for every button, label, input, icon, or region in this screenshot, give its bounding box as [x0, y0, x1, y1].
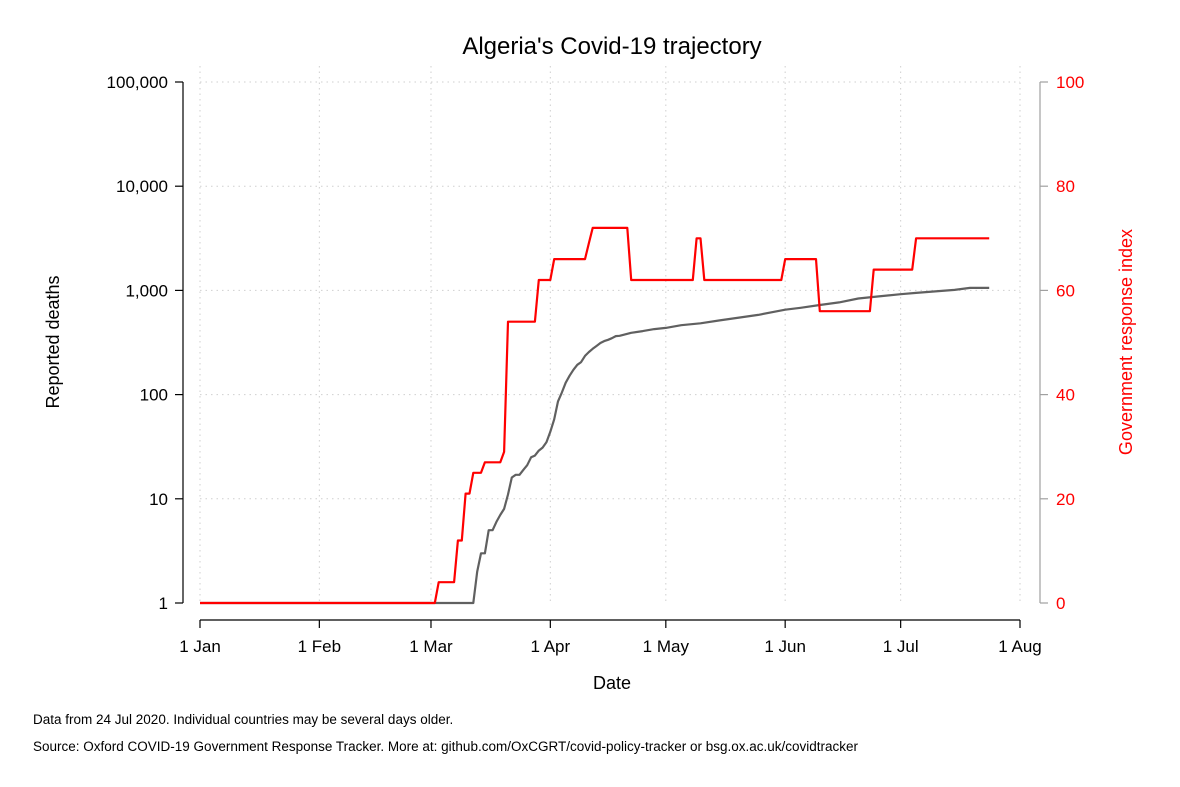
y-tick-label-left: 100,000 [107, 73, 168, 92]
data-date-note: Data from 24 Jul 2020. Individual countr… [33, 712, 453, 727]
y-axis-label-right: Government response index [1116, 229, 1136, 455]
chart-title: Algeria's Covid-19 trajectory [462, 33, 761, 60]
x-tick-label: 1 Jan [179, 637, 221, 656]
reported-deaths-line [200, 286, 990, 605]
y-tick-label-right: 0 [1056, 594, 1065, 613]
x-tick-label: 1 Mar [409, 637, 453, 656]
government-response-line [200, 226, 990, 605]
y-tick-label-right: 80 [1056, 177, 1075, 196]
y-tick-label-right: 40 [1056, 386, 1075, 405]
x-tick-label: 1 Feb [298, 637, 341, 656]
y-tick-label-left: 1 [159, 594, 168, 613]
x-tick-label: 1 Aug [998, 637, 1042, 656]
source-note: Source: Oxford COVID-19 Government Respo… [33, 739, 859, 754]
y-tick-label-left: 100 [140, 386, 168, 405]
y-tick-label-right: 60 [1056, 281, 1075, 300]
axes: 1 10 100 1,000 10,000 100,000 0 20 40 60 80 100 1 Ja… [107, 73, 1085, 656]
x-tick-label: 1 Jun [764, 637, 806, 656]
x-tick-label: 1 Jul [883, 637, 919, 656]
y-tick-label-left: 10 [149, 490, 168, 509]
x-tick-label: 1 May [643, 637, 690, 656]
series-lines [200, 226, 990, 605]
grid [199, 66, 1021, 603]
x-axis-label: Date [593, 673, 631, 693]
y-tick-label-left: 1,000 [125, 281, 168, 300]
y-axis-label-left: Reported deaths [43, 275, 63, 408]
y-tick-label-left: 10,000 [116, 177, 168, 196]
y-tick-label-right: 100 [1056, 73, 1084, 92]
y-tick-label-right: 20 [1056, 490, 1075, 509]
x-tick-label: 1 Apr [530, 637, 570, 656]
